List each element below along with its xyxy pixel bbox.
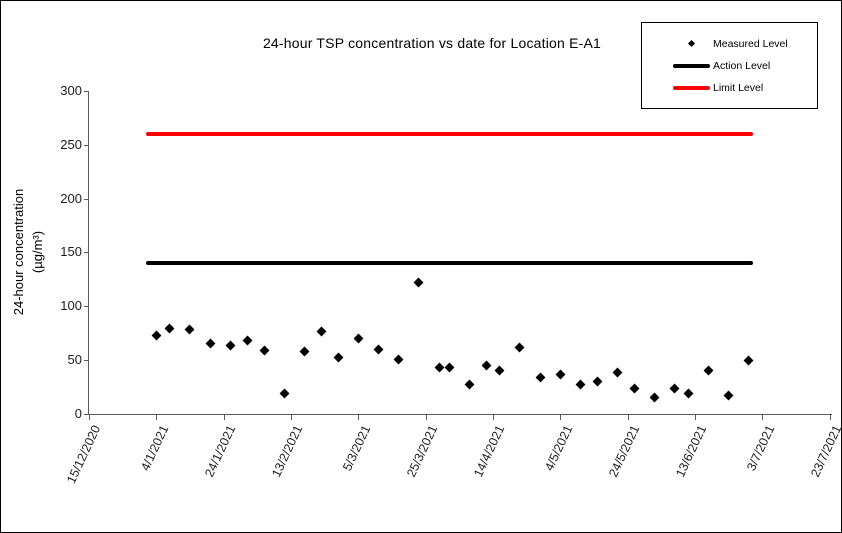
y-tick-label: 200 [60, 190, 82, 206]
y-tick-mark [84, 306, 89, 308]
x-tick-label: 24/1/2021 [202, 423, 239, 480]
y-tick-label: 50 [67, 351, 82, 367]
data-point [413, 277, 424, 288]
data-point [555, 370, 566, 380]
data-point [259, 345, 269, 356]
data-point [164, 323, 175, 334]
data-point [535, 372, 546, 383]
y-tick-mark [84, 359, 89, 361]
legend-item: Limit Level [642, 77, 817, 99]
x-tick-label: 25/3/2021 [404, 423, 441, 480]
data-point [353, 333, 364, 344]
data-point [299, 346, 310, 357]
data-point [629, 384, 640, 394]
data-point [592, 376, 603, 387]
data-point [434, 362, 445, 373]
data-point [494, 365, 505, 376]
x-tick-label: 4/5/2021 [541, 423, 576, 474]
data-point [649, 392, 660, 403]
x-tick-label: 14/4/2021 [471, 423, 508, 480]
x-tick-mark [290, 415, 292, 420]
data-point [151, 330, 162, 341]
x-tick-label: 4/1/2021 [137, 423, 172, 474]
x-tick-mark [492, 415, 494, 420]
data-point [703, 365, 714, 376]
y-tick-mark [84, 90, 89, 92]
legend-diamond-marker-icon [642, 37, 710, 51]
data-point [225, 340, 236, 351]
y-tick-mark [84, 144, 89, 146]
data-point [669, 384, 680, 394]
x-tick-label: 3/7/2021 [743, 423, 778, 474]
x-tick-mark [829, 415, 831, 420]
limit-level-line [146, 132, 753, 137]
y-tick-label: 100 [60, 298, 82, 314]
action-level-line [146, 261, 753, 266]
x-tick-label: 24/5/2021 [606, 423, 643, 480]
data-point [185, 324, 195, 335]
x-tick-mark [223, 415, 225, 420]
data-point [723, 390, 734, 401]
y-tick-mark [84, 252, 89, 254]
legend-label: Action Level [713, 59, 771, 72]
y-tick-label: 0 [74, 405, 82, 421]
data-point [743, 356, 754, 366]
legend-line-swatch [642, 59, 710, 73]
y-axis-title-line1: 24-hour concentration [11, 188, 26, 316]
chart-title: 24-hour TSP concentration vs date for Lo… [262, 35, 602, 51]
data-point [205, 338, 216, 349]
x-axis-line [88, 414, 832, 415]
x-tick-label: 5/3/2021 [339, 423, 374, 474]
y-tick-mark [84, 198, 89, 200]
x-tick-mark [358, 415, 360, 420]
legend-item: Measured Level [642, 33, 817, 55]
data-point [514, 342, 525, 352]
data-point [612, 367, 623, 378]
x-tick-mark [560, 415, 562, 420]
legend-rows: Measured Level Action Level Limit Level [642, 33, 817, 99]
data-point [683, 388, 694, 399]
legend: Measured Level Action Level Limit Level [641, 22, 818, 109]
data-point [333, 352, 344, 363]
data-point [481, 360, 492, 371]
data-point [279, 388, 290, 399]
x-tick-mark [627, 415, 629, 420]
x-tick-label: 13/2/2021 [269, 423, 306, 480]
x-tick-label: 13/6/2021 [673, 423, 710, 480]
data-point [242, 335, 253, 346]
x-tick-label: 23/7/2021 [808, 423, 842, 480]
y-tick-label: 300 [60, 82, 82, 98]
data-point [575, 379, 586, 390]
y-tick-label: 150 [60, 244, 82, 260]
data-point [464, 379, 475, 390]
y-tick-mark [84, 413, 89, 415]
data-point [393, 354, 404, 365]
legend-item: Action Level [642, 55, 817, 77]
x-tick-mark [89, 415, 90, 420]
legend-label: Limit Level [713, 81, 764, 94]
legend-label: Measured Level [713, 37, 788, 50]
data-point [373, 344, 384, 355]
data-point [444, 362, 455, 373]
x-tick-mark [694, 415, 696, 420]
y-tick-label: 250 [60, 136, 82, 152]
legend-line-swatch [642, 81, 710, 95]
data-point [316, 326, 327, 337]
x-tick-mark [156, 415, 158, 420]
x-tick-mark [425, 415, 427, 420]
x-tick-mark [762, 415, 764, 420]
x-tick-label: 15/12/2020 [64, 423, 104, 486]
